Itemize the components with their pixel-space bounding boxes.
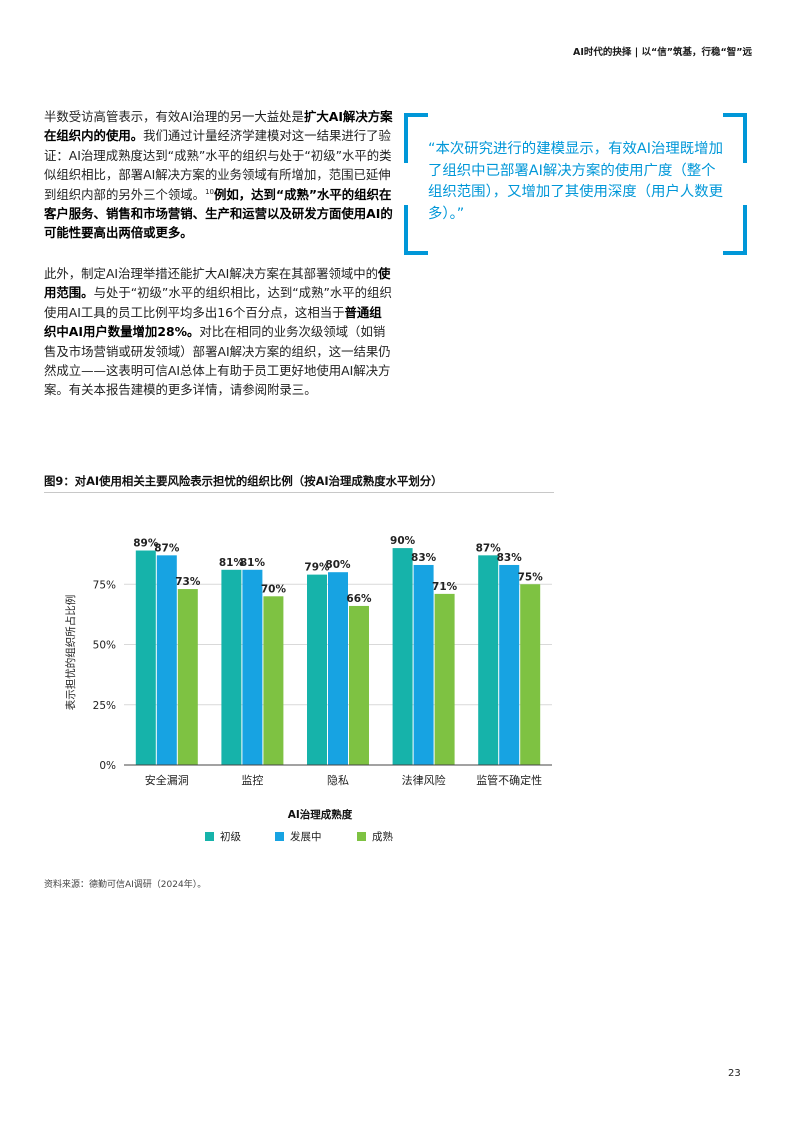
data-label: 90%	[390, 535, 416, 547]
y-tick-label: 50%	[93, 640, 116, 652]
legend-swatch	[357, 832, 366, 841]
data-label: 87%	[476, 542, 502, 554]
bold-text: 普通组织中AI用户数量增加28%。	[44, 304, 382, 340]
bar	[328, 572, 348, 765]
data-label: 75%	[518, 571, 544, 583]
legend-label: 成熟	[372, 831, 393, 843]
data-label: 66%	[346, 593, 372, 605]
x-tick-label: 安全漏洞	[145, 773, 189, 787]
pull-quote: “本次研究进行的建模显示，有效AI治理既增加了组织中已部署AI解决方案的使用广度…	[404, 113, 747, 255]
data-label: 80%	[325, 559, 351, 571]
bar	[242, 569, 263, 765]
x-tick-label: 隐私	[327, 774, 349, 787]
bar	[177, 589, 198, 765]
bold-text: 例如，达到“成熟”水平的组织在客户服务、销售和市场营销、生产和运营以及研发方面使…	[44, 186, 393, 241]
y-tick-label: 0%	[99, 760, 116, 772]
x-tick-label: 监控	[241, 773, 263, 787]
x-axis-title: AI治理成熟度	[287, 809, 353, 821]
data-label: 89%	[133, 538, 159, 550]
pull-quote-text: “本次研究进行的建模显示，有效AI治理既增加了组织中已部署AI解决方案的使用广度…	[428, 141, 724, 222]
legend-label: 发展中	[290, 831, 322, 843]
bold-text: 使用范围。	[44, 266, 391, 301]
bar	[135, 550, 156, 765]
data-label: 81%	[219, 557, 245, 569]
data-label: 71%	[432, 581, 458, 593]
legend-item: 发展中	[275, 829, 322, 844]
y-tick-label: 75%	[93, 579, 116, 591]
data-label: 81%	[240, 557, 266, 569]
bar	[520, 584, 541, 765]
bar	[263, 596, 284, 765]
data-label: 79%	[304, 562, 330, 574]
legend-label: 初级	[220, 831, 241, 843]
data-label: 83%	[497, 552, 523, 564]
page-number: 23	[728, 1068, 741, 1079]
text-run: 对比在相同的业务次级领域（如销售及市场营销或研发领域）部署AI解决方案的组织，这…	[44, 324, 391, 398]
legend-swatch	[275, 832, 284, 841]
bar	[307, 574, 327, 765]
y-tick-label: 25%	[93, 700, 116, 712]
legend-swatch	[205, 832, 214, 841]
bar	[221, 569, 242, 765]
source-note: 资料来源：德勤可信AI调研（2024年）。	[44, 880, 207, 890]
data-label: 70%	[261, 583, 287, 595]
text-run: 我们通过计量经济学建模对这一结果进行了验证：AI治理成熟度达到“成熟”水平的组织…	[44, 128, 392, 202]
legend-item: 初级	[205, 829, 241, 844]
bar	[413, 564, 434, 765]
text-run: 此外，制定AI治理举措还能扩大AI解决方案在其部署领域中的	[44, 266, 379, 281]
data-label: 73%	[175, 576, 201, 588]
quote-bracket-top-right	[723, 113, 747, 163]
legend-item: 成熟	[357, 829, 393, 844]
chart-legend: 初级 发展中 成熟	[205, 829, 505, 849]
y-axis-title: 表示担忧的组织所占比例	[64, 595, 77, 711]
bar	[349, 605, 369, 765]
bar-chart: 0%25%50%75%表示担忧的组织所占比例89%87%73%安全漏洞81%81…	[64, 535, 552, 787]
bar	[478, 555, 499, 765]
quote-bracket-top-left	[404, 113, 428, 163]
figure-title: 图9：对AI使用相关主要风险表示担忧的组织比例（按AI治理成熟度水平划分）	[44, 474, 443, 488]
bar	[392, 548, 413, 765]
bold-text: 扩大AI解决方案在组织内的使用。	[44, 109, 393, 144]
data-label: 83%	[411, 552, 437, 564]
text-run: 与处于“初级”水平的组织相比，达到“成熟”水平的组织使用AI工具的员工比例平均多…	[44, 285, 392, 320]
quote-bracket-bottom-right	[723, 205, 747, 255]
body-paragraph-1: 半数受访高管表示，有效AI治理的另一大益处是扩大AI解决方案在组织内的使用。我们…	[44, 107, 394, 243]
x-tick-label: 法律风险	[402, 773, 446, 787]
running-header: AI时代的抉择 | 以“信”筑基，行稳“智”远	[573, 47, 752, 58]
x-tick-label: 监管不确定性	[476, 773, 542, 787]
text-run: 半数受访高管表示，有效AI治理的另一大益处是	[44, 109, 304, 124]
bar	[499, 564, 520, 765]
data-label: 87%	[154, 542, 180, 554]
bar	[156, 555, 177, 765]
footnote-ref: 10	[205, 187, 214, 196]
body-paragraph-2: 此外，制定AI治理举措还能扩大AI解决方案在其部署领域中的使用范围。与处于“初级…	[44, 264, 394, 400]
figure-divider	[44, 492, 554, 493]
bar	[434, 593, 455, 765]
quote-bracket-bottom-left	[404, 205, 428, 255]
